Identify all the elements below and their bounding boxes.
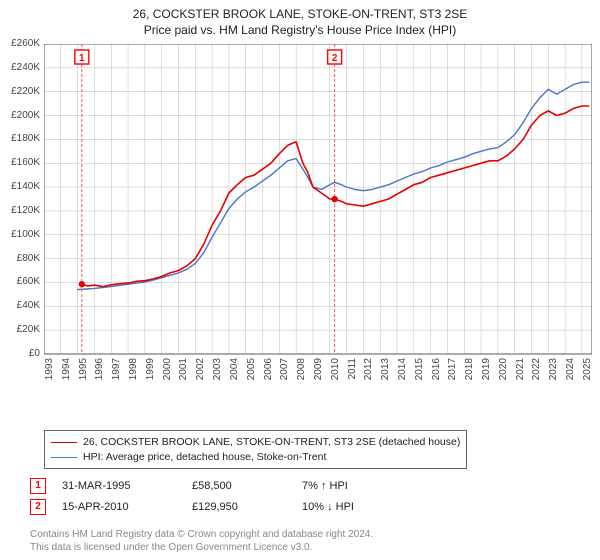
y-tick-label: £20K (2, 324, 40, 335)
x-tick-label: 1994 (61, 358, 72, 388)
x-tick-label: 2009 (313, 358, 324, 388)
x-tick-label: 2013 (380, 358, 391, 388)
y-tick-label: £140K (2, 181, 40, 192)
line-chart: 12 (44, 44, 592, 394)
legend-swatch-property (51, 442, 77, 443)
x-tick-label: 2021 (515, 358, 526, 388)
x-tick-label: 2012 (363, 358, 374, 388)
y-tick-label: £180K (2, 133, 40, 144)
y-tick-label: £60K (2, 276, 40, 287)
y-tick-label: £200K (2, 110, 40, 121)
sale-price-2: £129,950 (192, 501, 302, 513)
legend: 26, COCKSTER BROOK LANE, STOKE-ON-TRENT,… (44, 430, 592, 469)
x-tick-label: 1995 (78, 358, 89, 388)
x-tick-label: 2016 (431, 358, 442, 388)
x-tick-label: 2003 (212, 358, 223, 388)
title-line-1: 26, COCKSTER BROOK LANE, STOKE-ON-TRENT,… (0, 6, 600, 22)
sale-rows: 1 31-MAR-1995 £58,500 7% ↑ HPI 2 15-APR-… (30, 478, 590, 520)
x-tick-label: 2002 (195, 358, 206, 388)
x-tick-label: 2008 (296, 358, 307, 388)
footer: Contains HM Land Registry data © Crown c… (30, 528, 373, 554)
x-tick-label: 2018 (464, 358, 475, 388)
x-tick-label: 2023 (548, 358, 559, 388)
title-line-2: Price paid vs. HM Land Registry's House … (0, 22, 600, 38)
footer-line-1: Contains HM Land Registry data © Crown c… (30, 528, 373, 541)
x-tick-label: 2022 (531, 358, 542, 388)
x-tick-label: 2001 (178, 358, 189, 388)
y-tick-label: £220K (2, 86, 40, 97)
x-tick-label: 2020 (498, 358, 509, 388)
chart-title: 26, COCKSTER BROOK LANE, STOKE-ON-TRENT,… (0, 0, 600, 38)
x-tick-label: 1999 (145, 358, 156, 388)
legend-item-property: 26, COCKSTER BROOK LANE, STOKE-ON-TRENT,… (51, 435, 460, 450)
sale-date-2: 15-APR-2010 (62, 501, 192, 513)
legend-label-property: 26, COCKSTER BROOK LANE, STOKE-ON-TRENT,… (83, 435, 460, 450)
sale-marker-2: 2 (30, 499, 46, 515)
y-tick-label: £100K (2, 229, 40, 240)
y-tick-label: £240K (2, 62, 40, 73)
y-tick-label: £0 (2, 348, 40, 359)
sale-pct-1: 7% ↑ HPI (302, 480, 412, 492)
sale-pct-2: 10% ↓ HPI (302, 501, 412, 513)
legend-label-hpi: HPI: Average price, detached house, Stok… (83, 450, 326, 465)
x-tick-label: 2004 (229, 358, 240, 388)
x-tick-label: 1996 (94, 358, 105, 388)
sale-row-1: 1 31-MAR-1995 £58,500 7% ↑ HPI (30, 478, 590, 494)
x-tick-label: 2014 (397, 358, 408, 388)
x-tick-label: 1998 (128, 358, 139, 388)
x-tick-label: 2006 (263, 358, 274, 388)
x-tick-label: 2017 (447, 358, 458, 388)
y-tick-label: £80K (2, 253, 40, 264)
x-tick-label: 2010 (330, 358, 341, 388)
x-tick-label: 1997 (111, 358, 122, 388)
y-tick-label: £40K (2, 300, 40, 311)
legend-item-hpi: HPI: Average price, detached house, Stok… (51, 450, 460, 465)
legend-swatch-hpi (51, 457, 77, 458)
x-tick-label: 2007 (279, 358, 290, 388)
sale-price-1: £58,500 (192, 480, 302, 492)
chart-area: 12 (44, 44, 592, 394)
x-tick-label: 2015 (414, 358, 425, 388)
y-tick-label: £120K (2, 205, 40, 216)
y-tick-label: £260K (2, 38, 40, 49)
x-tick-label: 2025 (582, 358, 593, 388)
x-tick-label: 2019 (481, 358, 492, 388)
svg-text:2: 2 (332, 53, 338, 64)
x-tick-label: 2011 (347, 358, 358, 388)
sale-marker-1: 1 (30, 478, 46, 494)
x-tick-label: 2000 (162, 358, 173, 388)
sale-row-2: 2 15-APR-2010 £129,950 10% ↓ HPI (30, 499, 590, 515)
x-tick-label: 2024 (565, 358, 576, 388)
svg-text:1: 1 (79, 53, 85, 64)
legend-box: 26, COCKSTER BROOK LANE, STOKE-ON-TRENT,… (44, 430, 467, 469)
y-tick-label: £160K (2, 157, 40, 168)
chart-container: { "header": { "title_line1": "26, COCKST… (0, 0, 600, 560)
sale-date-1: 31-MAR-1995 (62, 480, 192, 492)
x-tick-label: 1993 (44, 358, 55, 388)
x-tick-label: 2005 (246, 358, 257, 388)
footer-line-2: This data is licensed under the Open Gov… (30, 541, 373, 554)
